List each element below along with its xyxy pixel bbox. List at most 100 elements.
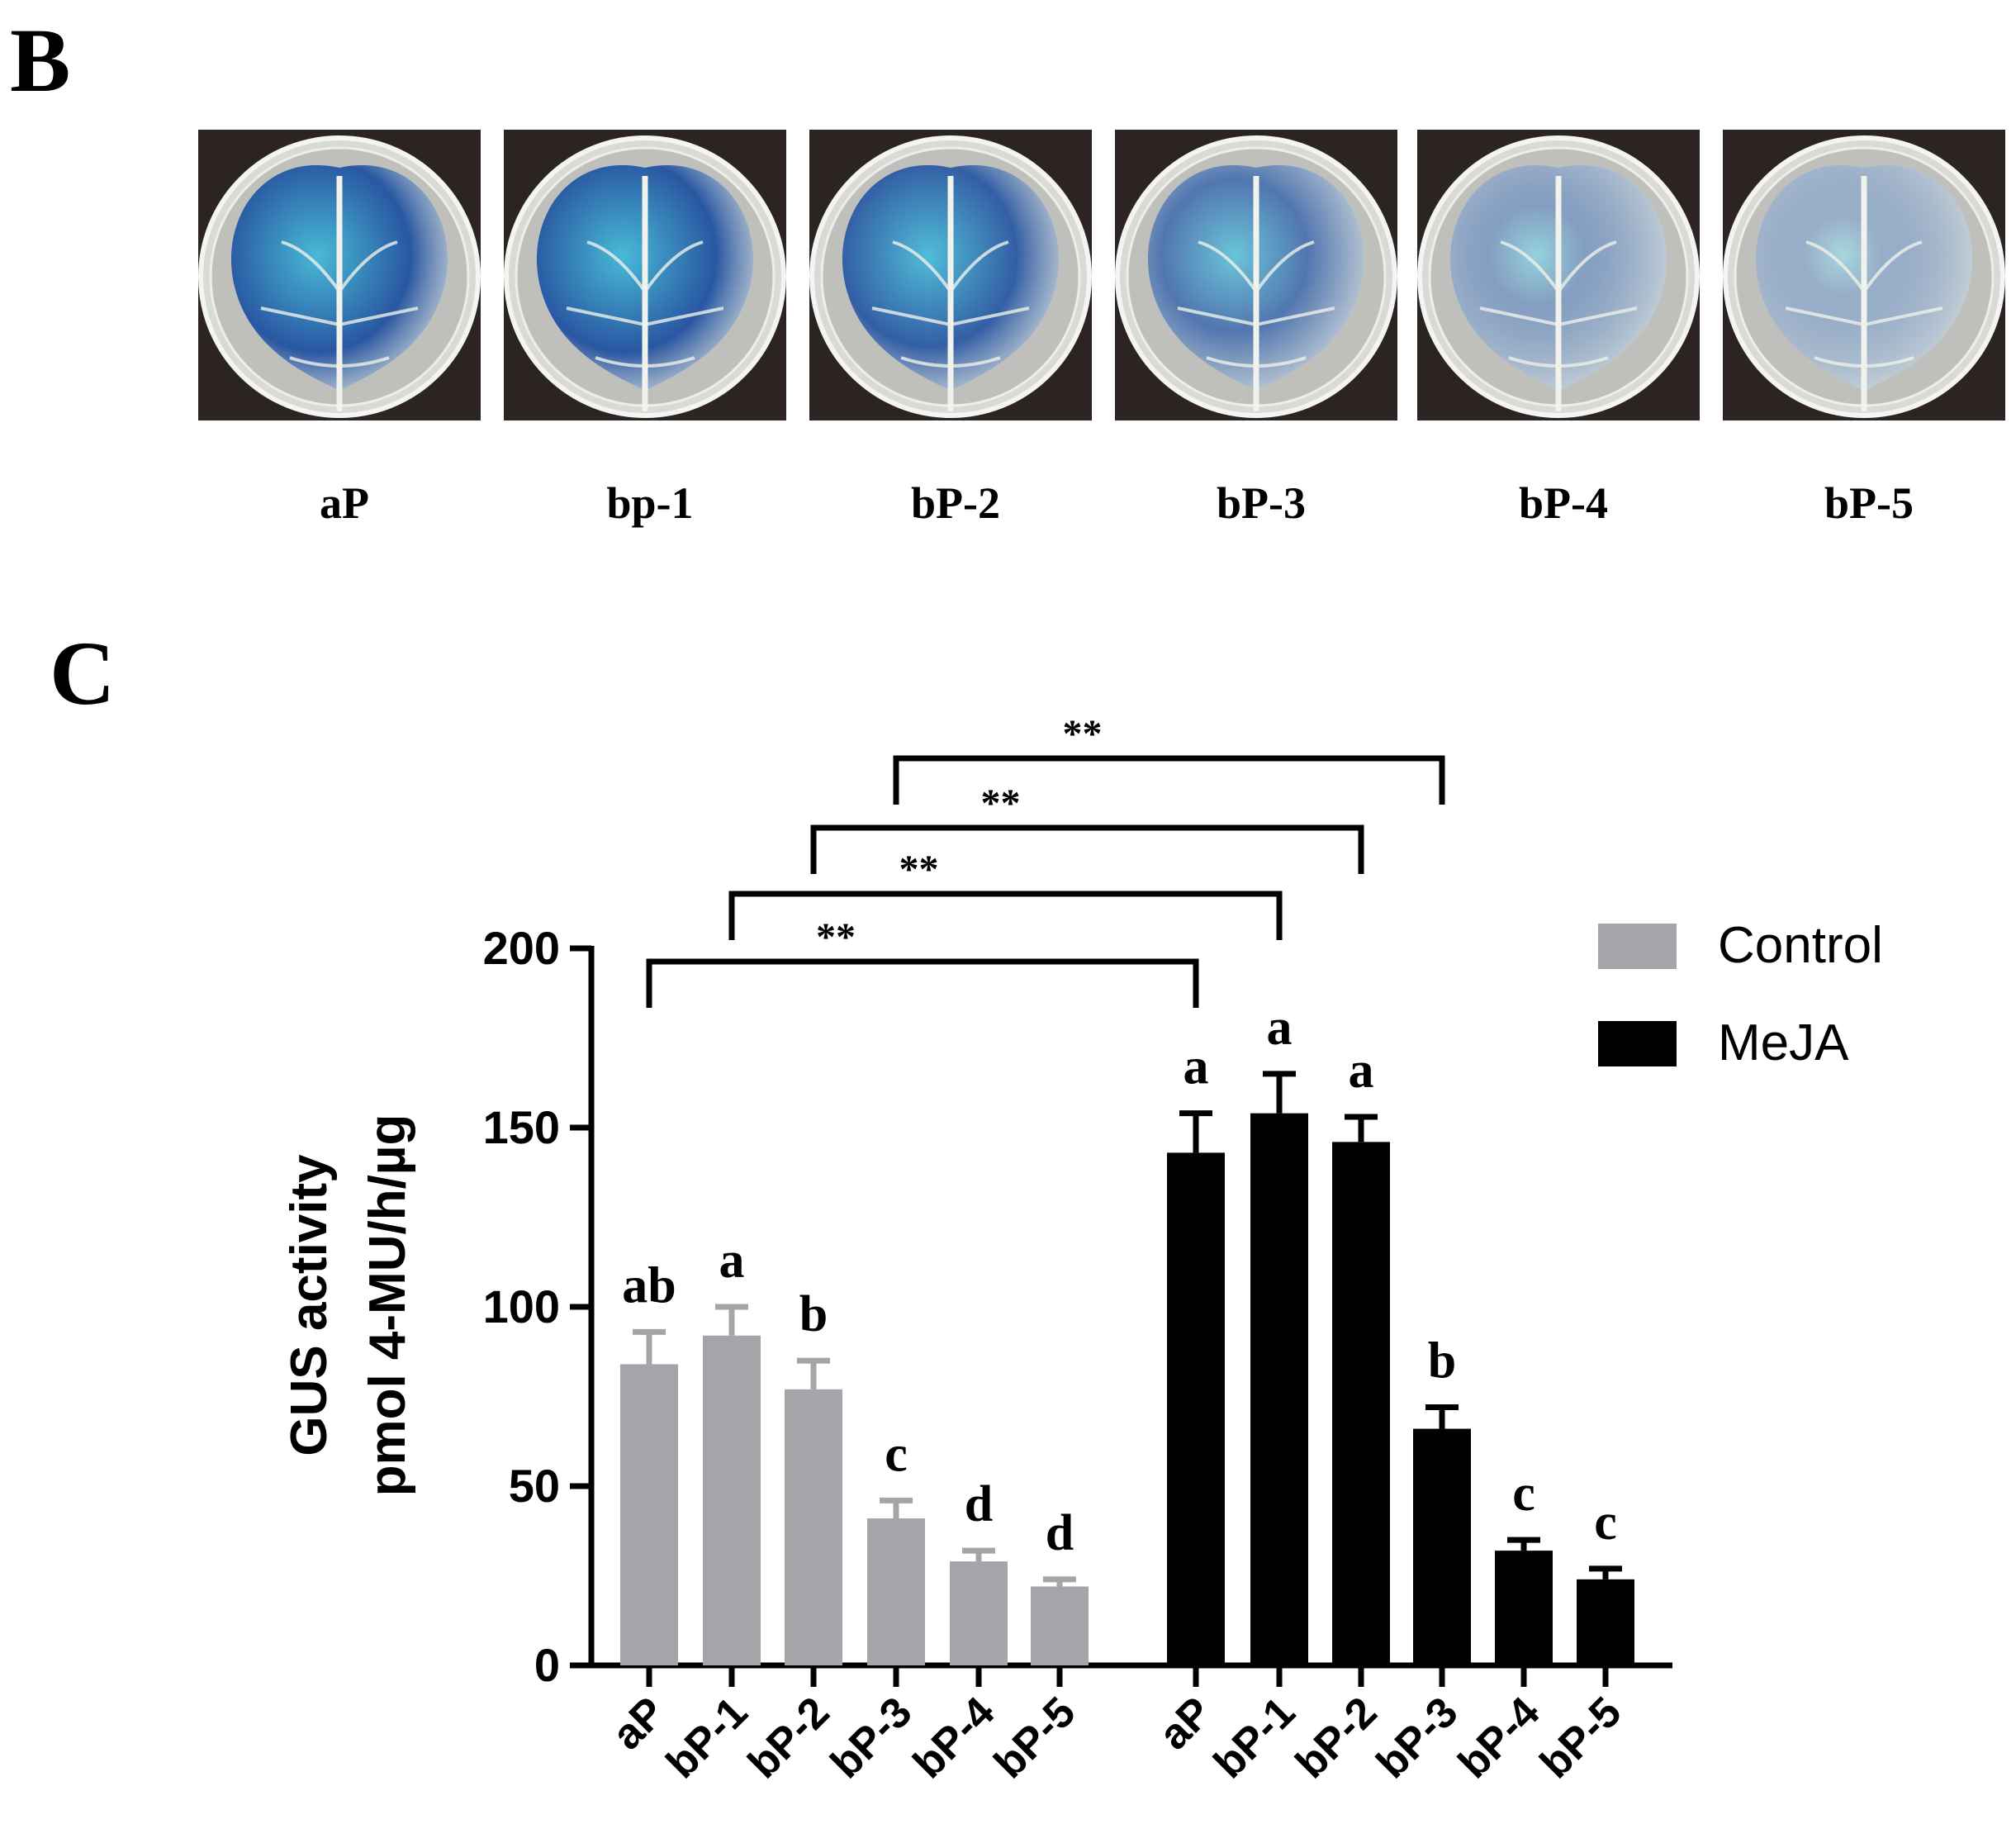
leaf-vein bbox=[260, 306, 340, 326]
y-tick-label: 0 bbox=[534, 1639, 560, 1691]
leaf-photo-2 bbox=[504, 130, 786, 420]
leaf-vein bbox=[289, 356, 340, 368]
significance-label: ** bbox=[816, 915, 856, 959]
legend-swatch-control bbox=[1598, 924, 1677, 969]
leaf-vein bbox=[949, 240, 1009, 293]
bar-control-bP-5 bbox=[1031, 1586, 1089, 1665]
photo-label-3: bP-2 bbox=[911, 478, 1000, 528]
y-tick-label: 50 bbox=[509, 1460, 560, 1512]
photo-label-2: bp-1 bbox=[606, 478, 693, 528]
leaf-vein bbox=[1863, 306, 1943, 326]
y-axis: 0 50 100 150 200 bbox=[483, 922, 595, 1691]
x-tick-label: bP-2 bbox=[739, 1688, 839, 1788]
x-tick-label: bP-3 bbox=[1368, 1688, 1468, 1788]
leaf-vein bbox=[1206, 356, 1257, 368]
leaf-vein bbox=[1862, 240, 1923, 293]
panel-b-letter: B bbox=[10, 10, 71, 111]
leaf-photo-1 bbox=[198, 130, 481, 420]
leaf-vein bbox=[900, 356, 951, 368]
leaf-vein bbox=[338, 240, 398, 293]
leaf-vein bbox=[644, 356, 695, 368]
y-axis-label-line1: GUS activity bbox=[281, 1154, 338, 1456]
legend-label-control: Control bbox=[1718, 917, 1883, 974]
leaf-vein bbox=[339, 306, 419, 326]
leaf-vein bbox=[1198, 240, 1258, 293]
significance-label: ** bbox=[1063, 712, 1103, 756]
leaf-vein bbox=[566, 306, 646, 326]
leaf-vein bbox=[1785, 306, 1865, 326]
letter-label: a bbox=[719, 1233, 745, 1289]
bracket bbox=[646, 958, 1199, 1008]
leaf-vein bbox=[586, 240, 647, 293]
significance-label: ** bbox=[981, 781, 1021, 825]
leaf-vein bbox=[644, 306, 724, 326]
letter-label: a bbox=[1349, 1043, 1374, 1099]
letter-label: a bbox=[1184, 1039, 1209, 1095]
letter-label: c bbox=[1512, 1465, 1535, 1522]
x-tick-label: bP-5 bbox=[985, 1688, 1085, 1788]
letter-label: a bbox=[1267, 1000, 1293, 1056]
leaf-vein bbox=[339, 356, 390, 368]
leaf-vein bbox=[1255, 306, 1335, 326]
bar-meja-aP bbox=[1167, 1152, 1225, 1665]
letter-label: ab bbox=[622, 1257, 676, 1313]
letter-label: c bbox=[1594, 1494, 1617, 1551]
leaf-photo-3 bbox=[809, 130, 1092, 420]
leaf-photo-4 bbox=[1115, 130, 1397, 420]
y-tick-label: 150 bbox=[483, 1101, 560, 1153]
bar-meja-bP-5 bbox=[1577, 1579, 1634, 1665]
leaf-vein bbox=[1255, 356, 1307, 368]
leaf-vein bbox=[871, 306, 951, 326]
x-tick-label: bP-4 bbox=[1449, 1688, 1549, 1788]
leaf-vein bbox=[950, 356, 1001, 368]
leaf-vein bbox=[595, 356, 646, 368]
leaf-vein bbox=[1500, 240, 1560, 293]
letter-label: d bbox=[1046, 1505, 1074, 1561]
comparison-brackets: ** ** ** ** bbox=[646, 712, 1445, 1008]
y-tick-label: 200 bbox=[483, 922, 560, 974]
letter-label: d bbox=[965, 1476, 993, 1532]
panel-c-letter: C bbox=[50, 623, 116, 724]
letter-label: b bbox=[1428, 1333, 1456, 1389]
bar-control-bP-3 bbox=[867, 1518, 925, 1665]
leaf-vein bbox=[950, 306, 1030, 326]
bar-control-bP-1 bbox=[703, 1335, 761, 1665]
bar-control-bP-4 bbox=[950, 1561, 1008, 1665]
significance-label: ** bbox=[899, 848, 939, 891]
leaf-vein bbox=[1508, 356, 1559, 368]
leaf-vein bbox=[1805, 240, 1866, 293]
x-tick-label: bP-1 bbox=[657, 1688, 757, 1788]
leaf-vein bbox=[281, 240, 341, 293]
bars bbox=[620, 1113, 1634, 1665]
bracket bbox=[810, 824, 1364, 874]
bar-control-aP bbox=[620, 1364, 678, 1665]
bracket bbox=[728, 891, 1283, 940]
leaf-vein bbox=[1479, 306, 1559, 326]
legend-swatch-meja bbox=[1598, 1021, 1677, 1066]
x-tick-label: bP-5 bbox=[1531, 1688, 1631, 1788]
leaf-photo-row bbox=[198, 130, 2005, 420]
bar-control-bP-2 bbox=[785, 1389, 842, 1665]
photo-label-6: bP-5 bbox=[1824, 478, 1914, 528]
x-tick-label: bP-2 bbox=[1287, 1688, 1387, 1788]
y-tick-label: 100 bbox=[483, 1280, 560, 1332]
leaf-vein bbox=[1558, 306, 1638, 326]
letter-label: c bbox=[885, 1426, 908, 1482]
leaf-vein bbox=[1177, 306, 1257, 326]
leaf-vein bbox=[1255, 240, 1315, 293]
photo-label-5: bP-4 bbox=[1519, 478, 1608, 528]
photo-label-1: aP bbox=[320, 478, 369, 528]
x-tick-label: bP-1 bbox=[1205, 1688, 1305, 1788]
error-bars bbox=[633, 1071, 1622, 1587]
letter-label: b bbox=[799, 1286, 828, 1342]
leaf-vein bbox=[1558, 356, 1609, 368]
bracket bbox=[893, 755, 1445, 805]
x-tick-label: bP-3 bbox=[822, 1688, 922, 1788]
leaf-photo-labels: aP bp-1 bP-2 bP-3 bP-4 bP-5 bbox=[320, 478, 1914, 528]
y-axis-label: GUS activity pmol 4-MU/h/µg bbox=[281, 1114, 416, 1497]
bar-meja-bP-2 bbox=[1332, 1142, 1390, 1665]
leaf-photo-6 bbox=[1723, 130, 2005, 420]
